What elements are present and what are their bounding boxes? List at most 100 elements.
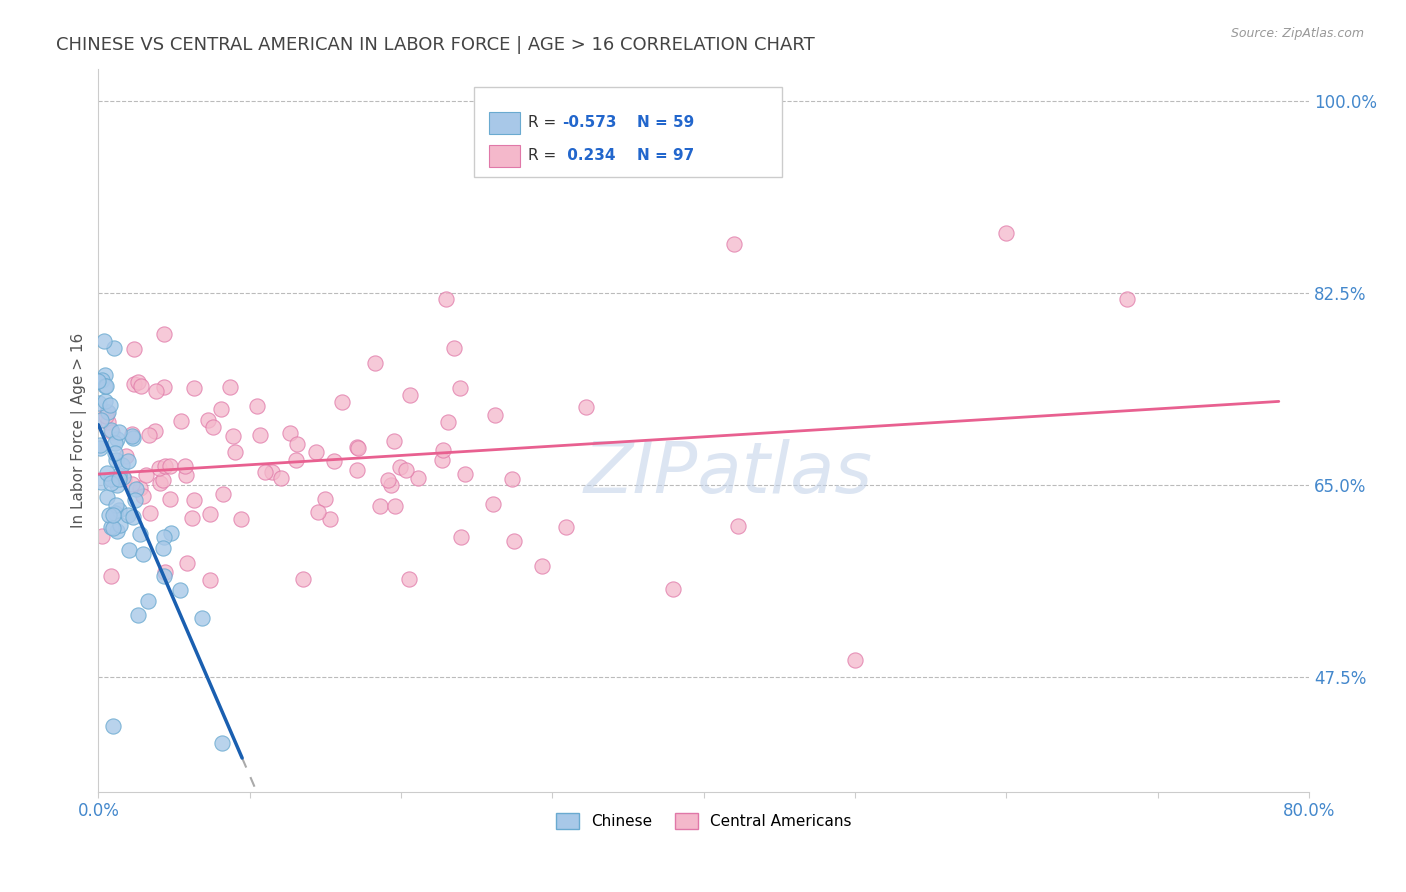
Text: N = 59: N = 59 bbox=[637, 114, 695, 129]
Point bbox=[104, 446, 127, 460]
Y-axis label: In Labor Force | Age > 16: In Labor Force | Age > 16 bbox=[72, 333, 87, 528]
Point bbox=[399, 387, 422, 401]
Text: R =: R = bbox=[529, 114, 561, 129]
Point bbox=[121, 426, 143, 441]
Point bbox=[122, 377, 145, 392]
Point bbox=[222, 428, 245, 442]
Point bbox=[114, 449, 136, 463]
Point bbox=[103, 341, 125, 355]
Point bbox=[370, 500, 392, 514]
Point bbox=[135, 467, 157, 482]
Point bbox=[183, 493, 205, 508]
Point bbox=[183, 380, 205, 394]
Point bbox=[112, 470, 135, 484]
Point bbox=[229, 512, 252, 526]
FancyBboxPatch shape bbox=[489, 112, 520, 134]
Point bbox=[105, 432, 128, 446]
Point bbox=[97, 508, 120, 523]
Point bbox=[322, 453, 344, 467]
Point bbox=[127, 607, 149, 622]
Point bbox=[100, 425, 122, 440]
Point bbox=[408, 470, 430, 484]
Point bbox=[101, 508, 124, 523]
Point bbox=[108, 518, 131, 533]
Point bbox=[100, 471, 122, 485]
Point bbox=[118, 543, 141, 558]
Text: R =: R = bbox=[529, 148, 561, 163]
Point bbox=[107, 472, 129, 486]
Point bbox=[502, 534, 524, 549]
Point bbox=[346, 463, 368, 477]
Point bbox=[347, 441, 370, 455]
Point bbox=[94, 379, 117, 393]
Point bbox=[103, 719, 125, 733]
Point bbox=[314, 491, 336, 506]
Point bbox=[89, 438, 111, 452]
Point bbox=[125, 482, 148, 496]
Point bbox=[107, 425, 129, 439]
Point bbox=[723, 236, 745, 251]
Point bbox=[152, 473, 174, 487]
FancyBboxPatch shape bbox=[489, 145, 520, 167]
Point bbox=[112, 472, 135, 486]
Point bbox=[100, 520, 122, 534]
Point bbox=[176, 556, 198, 570]
Point bbox=[270, 471, 292, 485]
Point bbox=[152, 530, 174, 544]
Point bbox=[430, 453, 453, 467]
Point bbox=[153, 458, 176, 473]
Point bbox=[94, 409, 117, 423]
Point bbox=[211, 487, 233, 501]
Point bbox=[395, 463, 418, 477]
Point bbox=[380, 477, 402, 491]
Point bbox=[128, 526, 150, 541]
Text: -0.573: -0.573 bbox=[562, 114, 617, 129]
Point bbox=[436, 292, 458, 306]
Point bbox=[209, 402, 232, 417]
Point bbox=[180, 511, 202, 525]
Point bbox=[138, 427, 160, 442]
Point bbox=[443, 341, 465, 355]
Point bbox=[89, 475, 111, 489]
Point bbox=[94, 393, 117, 408]
Point bbox=[285, 453, 308, 467]
Point bbox=[246, 400, 269, 414]
Point bbox=[291, 572, 314, 586]
Point bbox=[96, 490, 118, 504]
Point bbox=[104, 453, 127, 467]
Point bbox=[260, 465, 283, 479]
Point bbox=[153, 326, 176, 341]
Point bbox=[211, 736, 233, 750]
Point bbox=[97, 405, 120, 419]
Point bbox=[155, 565, 177, 579]
Point bbox=[105, 498, 128, 512]
Text: ZIPatlas: ZIPatlas bbox=[583, 439, 873, 508]
Point bbox=[122, 509, 145, 524]
Point bbox=[93, 378, 115, 392]
Point bbox=[94, 368, 117, 383]
Point bbox=[224, 445, 246, 459]
Point bbox=[97, 416, 120, 430]
Point bbox=[139, 506, 162, 520]
Point bbox=[219, 380, 242, 394]
Point bbox=[170, 414, 193, 428]
Point bbox=[176, 468, 198, 483]
Point bbox=[93, 334, 115, 348]
Point bbox=[307, 505, 329, 519]
Point bbox=[332, 394, 354, 409]
Point bbox=[121, 477, 143, 491]
Text: N = 97: N = 97 bbox=[637, 148, 695, 163]
Point bbox=[105, 524, 128, 539]
Point bbox=[364, 356, 387, 370]
Point bbox=[197, 413, 219, 427]
Point bbox=[662, 582, 685, 597]
Point bbox=[575, 401, 598, 415]
Point bbox=[1116, 292, 1139, 306]
Point bbox=[98, 398, 121, 412]
Point bbox=[90, 412, 112, 426]
Legend: Chinese, Central Americans: Chinese, Central Americans bbox=[550, 806, 858, 835]
Text: Source: ZipAtlas.com: Source: ZipAtlas.com bbox=[1230, 27, 1364, 40]
Point bbox=[389, 460, 412, 475]
Point bbox=[432, 442, 454, 457]
Point bbox=[437, 415, 460, 429]
